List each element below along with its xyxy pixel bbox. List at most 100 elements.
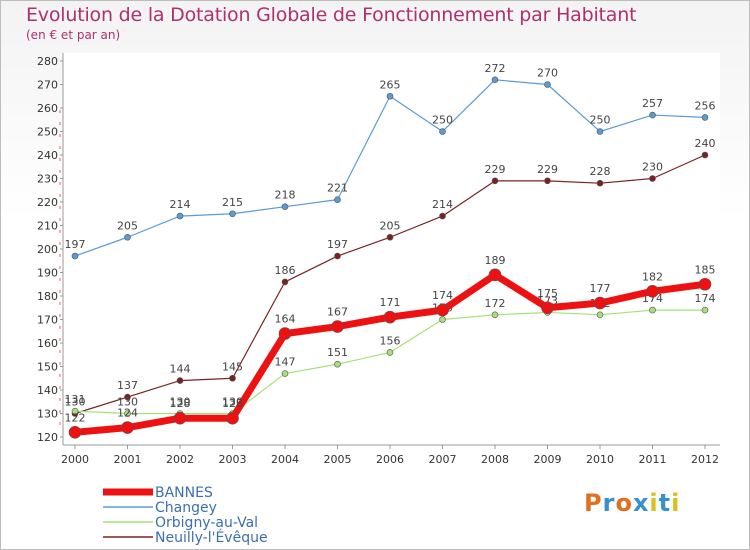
x-tick-label: 2010 [586,453,614,466]
data-label: 214 [170,198,191,211]
logo-letter: t [658,489,672,517]
data-point [544,81,551,88]
data-point [383,310,397,324]
data-label: 151 [327,346,348,359]
y-tick-label: 120 [37,431,58,444]
legend-item-bannes: BANNES [103,485,213,501]
data-point [173,411,187,425]
data-label: 137 [117,379,138,392]
data-point [124,393,131,401]
logo-letter: r [602,489,616,517]
x-tick-label: 2011 [639,453,667,466]
data-point [281,370,289,377]
data-label: 230 [642,161,663,174]
data-point [176,212,184,220]
data-point [68,425,82,439]
data-point [124,410,131,417]
data-point [439,316,446,323]
x-tick-label: 2003 [219,453,247,466]
data-point [701,306,709,314]
data-label: 172 [485,297,506,310]
data-point [491,177,499,185]
data-point [124,233,131,241]
plot-area [63,53,720,445]
data-label: 218 [275,189,296,202]
x-tick-label: 2008 [481,453,509,466]
y-tick-label: 140 [37,384,58,397]
data-point [541,301,554,315]
data-point [439,212,446,220]
data-point [439,128,446,135]
data-point [229,210,236,218]
y-tick-label: 190 [37,267,58,280]
data-label: 185 [695,263,716,276]
y-tick-label: 230 [37,173,58,186]
data-point [646,284,659,298]
legend-label: Orbigny-au-Val [155,515,258,531]
data-label: 131 [65,393,86,406]
data-point [491,311,499,319]
data-label: 167 [327,306,348,319]
data-label: 229 [485,163,506,176]
legend-item-changey: Changey [103,500,217,516]
y-tick-label: 280 [37,55,58,68]
data-label: 130 [117,396,138,409]
y-tick-label: 150 [37,361,58,374]
data-label: 250 [590,114,611,127]
data-point [488,268,502,282]
data-label: 270 [537,67,558,80]
legend-label: Changey [155,500,217,516]
data-point [121,421,134,434]
data-point [649,306,656,314]
data-label: 144 [170,363,191,376]
data-label: 256 [695,99,716,112]
data-point [698,277,712,291]
data-point [649,111,656,119]
y-tick-label: 220 [37,196,58,209]
data-point [649,175,656,182]
data-point [701,151,709,159]
data-label: 257 [642,97,663,110]
y-tick-label: 130 [37,408,58,421]
data-point [331,320,344,333]
data-label: 205 [117,219,138,232]
data-point [71,407,79,415]
legend-label: Neuilly-l'Évêque [155,529,268,546]
data-point [71,252,79,260]
data-label: 272 [485,62,506,75]
logo-letter: x [632,489,650,517]
data-label: 122 [65,411,86,424]
data-label: 250 [432,114,453,127]
data-label: 229 [537,163,558,176]
data-point [281,203,289,210]
data-label: 175 [537,287,558,300]
data-label: 197 [65,238,86,251]
series-orbigny-au-val: 131130130130147151156170172173172174174 [65,292,716,417]
data-point [386,233,394,241]
series-bannes: 122 124 128 128 164 167 171 174 189 175 177 182 185 [65,254,716,439]
data-label: 156 [380,334,401,347]
legend-item-orbigny-au-val: Orbigny-au-Val [103,515,258,531]
data-point [596,128,604,135]
data-label: 215 [222,196,243,209]
logo-letter: o [615,489,633,517]
data-label: 228 [590,165,611,178]
data-point [386,349,394,356]
x-tick-label: 2012 [691,453,719,466]
data-point [436,303,449,317]
data-label: 174 [695,292,716,305]
data-label: 186 [275,264,296,277]
data-label: 265 [380,78,401,91]
x-tick-label: 2007 [429,453,457,466]
data-label: 240 [695,137,716,150]
x-tick-label: 2009 [534,453,562,466]
chart-subtitle: (en € et par an) [26,28,121,42]
data-label: 145 [222,360,243,373]
y-tick-label: 210 [37,220,58,233]
x-tick-label: 2006 [376,453,404,466]
data-point [278,327,292,340]
series-neuilly-l-eveque: 130 137 144 145 186 197 205 214 229 229 228 230 240 [65,137,716,417]
x-tick-label: 2005 [324,453,352,466]
data-point [593,296,607,310]
data-label: 128 [222,397,243,410]
